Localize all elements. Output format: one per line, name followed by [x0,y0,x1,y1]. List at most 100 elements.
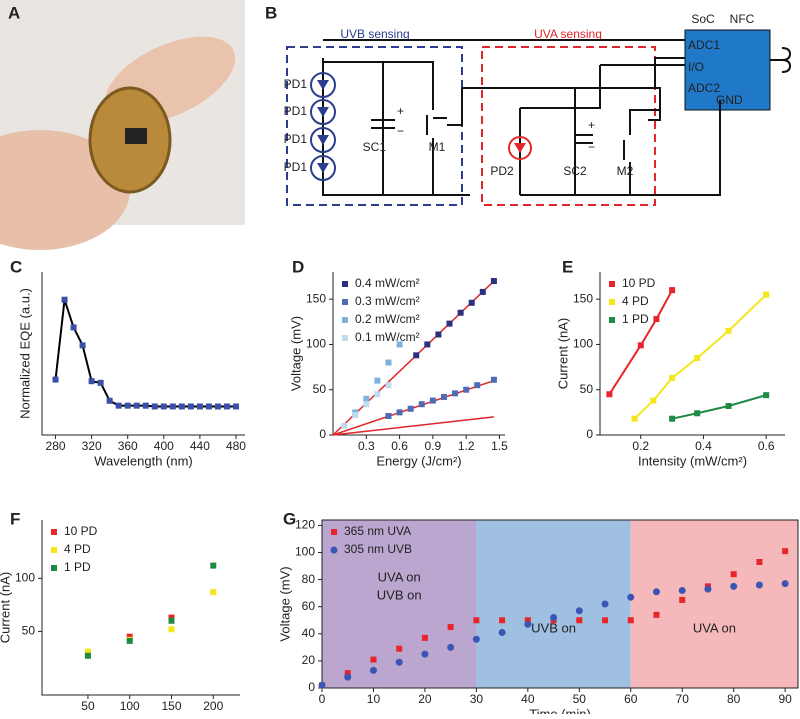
marker [524,620,532,628]
x-tick-label: 60 [624,692,638,706]
component-label: M1 [429,140,446,154]
marker [126,637,133,644]
marker [472,635,480,643]
x-tick-label: 0.9 [425,439,442,453]
x-tick-label: 20 [418,692,432,706]
circuit: B UVB sensing UVA sensing SoC NFC ADC1 I… [265,3,792,206]
y-tick-label: 20 [302,653,316,667]
marker [468,299,475,306]
marker [106,397,113,404]
marker [457,309,464,316]
legend-marker [331,529,337,535]
legend-marker [609,317,615,323]
marker [385,412,392,419]
legend-marker [342,335,348,341]
x-tick-label: 80 [727,692,741,706]
marker [341,422,348,429]
component-label: PD1 [284,104,308,118]
y-axis-title: Current (nA) [555,318,570,390]
marker [84,648,91,655]
pin-label: ADC2 [688,81,720,95]
marker [352,412,359,419]
marker [474,382,481,389]
photodiode-symbol [317,135,329,145]
marker [606,391,613,398]
marker [369,666,377,674]
legend-label: 10 PD [622,276,656,290]
panel-label: G [283,509,296,528]
x-axis-title: Wavelength (nm) [94,453,193,468]
x-tick-label: 360 [118,439,138,453]
marker [498,628,506,636]
marker [490,278,497,285]
marker [725,403,732,410]
legend-marker [51,547,57,553]
marker [446,320,453,327]
marker [763,392,770,399]
marker [669,374,676,381]
component-label: PD1 [284,132,308,146]
x-tick-label: 30 [470,692,484,706]
marker [363,395,370,402]
marker [151,403,158,410]
legend-label: 4 PD [622,294,649,308]
marker [168,617,175,624]
y-tick-label: 100 [306,337,326,351]
marker [370,656,377,663]
y-tick-label: 100 [15,571,35,585]
x-tick-label: 440 [190,439,210,453]
legend-label: 0.2 mW/cm² [355,312,420,326]
marker [575,607,583,615]
panel-label: C [10,257,22,276]
marker [214,403,221,410]
marker [602,617,609,624]
marker [678,586,686,594]
component-label: PD1 [284,160,308,174]
legend-label: 1 PD [622,312,649,326]
photodiode-symbol [317,80,329,90]
legend-marker [609,299,615,305]
x-tick-label: 400 [154,439,174,453]
marker [421,634,428,641]
marker [52,376,59,383]
soc-box [684,29,771,111]
marker [725,327,732,334]
legend-label: 10 PD [64,524,98,538]
legend-marker [342,281,348,287]
marker [374,391,381,398]
marker [344,670,351,677]
marker [730,582,738,590]
pin-label: GND [716,93,743,107]
series-line [608,289,673,395]
legend-marker [342,317,348,323]
marker [70,324,77,331]
pin-label: ADC1 [688,38,720,52]
marker [88,378,95,385]
y-tick-label: 100 [573,337,593,351]
marker [84,652,91,659]
x-tick-label: 50 [573,692,587,706]
marker [755,581,763,589]
marker [650,397,657,404]
x-tick-label: 200 [203,699,223,713]
component-label: PD1 [284,77,308,91]
y-axis-title: Current (nA) [0,572,12,644]
legend-label: 1 PD [64,560,91,574]
y-tick-label: 120 [295,518,315,532]
marker [421,650,429,658]
x-tick-label: 0.6 [391,439,408,453]
marker [781,580,789,588]
marker [97,379,104,386]
panel-label: B [265,3,277,22]
legend-marker [330,546,338,554]
marker [168,614,175,621]
x-tick-label: 0.4 [695,439,712,453]
marker [447,624,454,631]
marker [232,403,239,410]
marker [396,341,403,348]
y-tick-label: 60 [302,599,316,613]
component-label: PD2 [490,164,514,178]
y-tick-label: 50 [313,382,327,396]
photodiode-symbol [317,107,329,117]
